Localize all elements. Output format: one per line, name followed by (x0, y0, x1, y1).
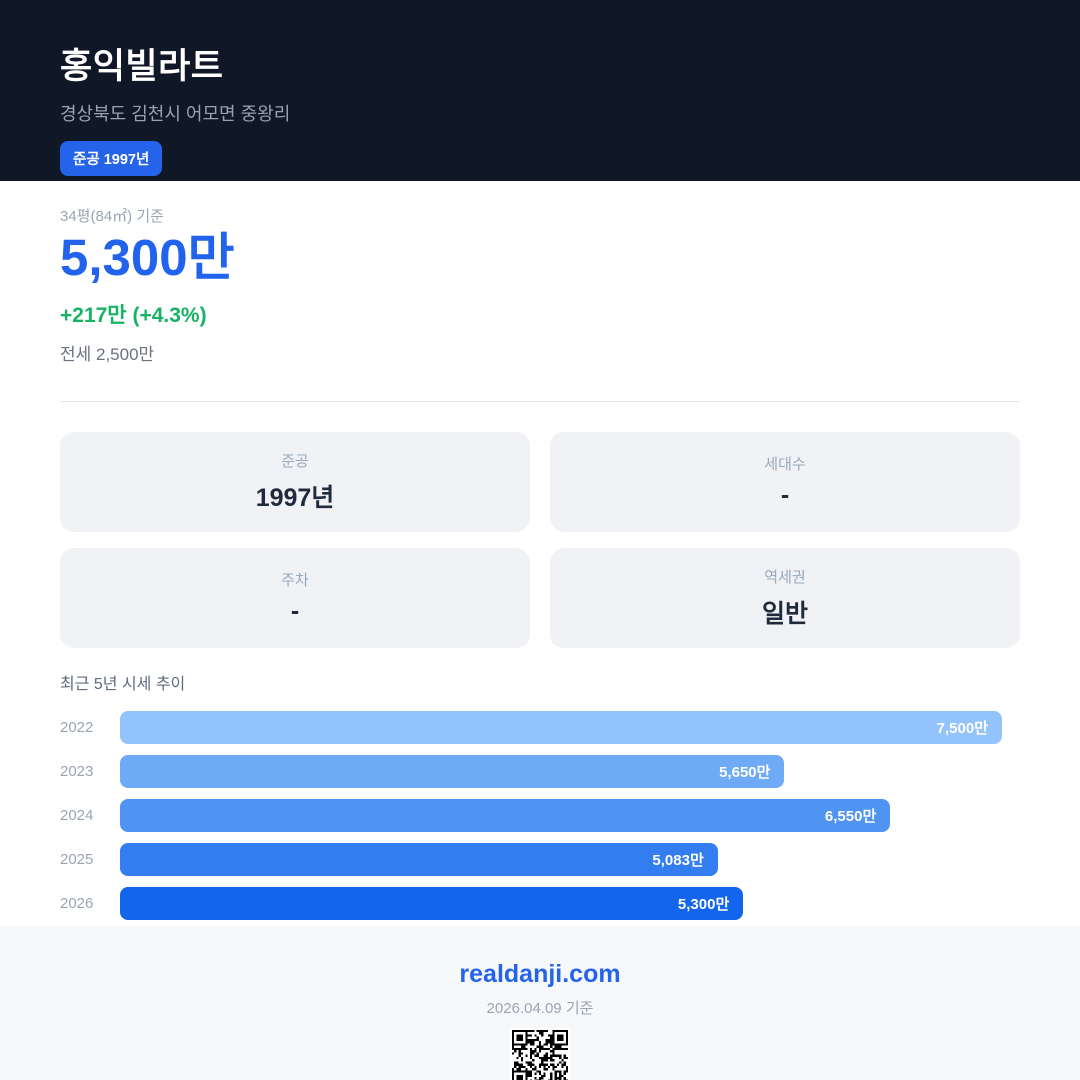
chart-row: 2023 5,650만 (60, 750, 1020, 794)
card-completion: 준공 1997년 (60, 431, 530, 532)
chart-bar: 6,550만 (120, 799, 891, 833)
chart-year-label: 2026 (60, 895, 94, 913)
chart-bar: 5,083만 (120, 843, 718, 877)
chart-year-label: 2024 (60, 807, 94, 825)
price-change: +217만 (+4.3%) (60, 303, 207, 327)
chart-row: 2024 6,550만 (60, 794, 1020, 838)
chart-bar-area: 5,300만 (120, 887, 1020, 921)
complex-header: 홍익빌라트 경상북도 김천시 어모면 중왕리 준공 1997년 (0, 0, 1080, 181)
card-value: - (290, 597, 300, 626)
completion-year-badge: 준공 1997년 (60, 141, 163, 176)
site-name: realdanji.com (459, 959, 621, 988)
section-divider (60, 400, 1020, 402)
chart-row: 2025 5,083만 (60, 838, 1020, 882)
complex-address: 경상북도 김천시 어모면 중왕리 (60, 104, 291, 124)
chart-bar: 7,500만 (120, 711, 1002, 745)
chart-title: 최근 5년 시세 추이 (60, 675, 186, 693)
card-parking: 주차 - (60, 547, 530, 648)
chart-row: 2026 5,300만 (60, 882, 1020, 926)
info-card-grid: 준공 1997년 세대수 - 주차 - 역세권 일반 (60, 431, 1020, 648)
current-price: 5,300만 (60, 229, 235, 286)
chart-bar-area: 6,550만 (120, 799, 1020, 833)
chart-bar: 5,300만 (120, 887, 744, 921)
price-trend-chart: 최근 5년 시세 추이 2022 7,500만 2023 5,650만 2024 6,55… (60, 670, 1020, 926)
main-content: 34평(84㎡) 기준 5,300만 +217만 (+4.3%) 전세 2,50… (0, 181, 1080, 926)
qr-code (510, 1027, 570, 1080)
chart-year-label: 2025 (60, 851, 94, 869)
card-label: 주차 (281, 572, 309, 590)
card-value: 1997년 (255, 483, 335, 512)
card-label: 세대수 (764, 456, 806, 474)
chart-year-label: 2022 (60, 719, 94, 737)
complex-name: 홍익빌라트 (60, 47, 224, 86)
card-value: - (780, 481, 790, 510)
data-date-note: 2026.04.09 기준 (486, 999, 594, 1017)
card-label: 준공 (281, 452, 309, 470)
chart-rows: 2022 7,500만 2023 5,650만 2024 6,550만 2025 5,083만… (60, 706, 1020, 926)
chart-bar: 5,650만 (120, 755, 785, 789)
card-households: 세대수 - (550, 431, 1020, 532)
chart-bar-area: 7,500만 (120, 711, 1020, 745)
price-basis-label: 34평(84㎡) 기준 (60, 208, 164, 225)
footer: realdanji.com 2026.04.09 기준 (0, 925, 1080, 1080)
chart-bar-area: 5,650만 (120, 755, 1020, 789)
chart-year-label: 2023 (60, 763, 94, 781)
card-value: 일반 (761, 599, 808, 628)
jeonse-price: 전세 2,500만 (60, 344, 155, 364)
card-label: 역세권 (764, 568, 806, 586)
chart-bar-area: 5,083만 (120, 843, 1020, 877)
chart-row: 2022 7,500만 (60, 706, 1020, 750)
card-station-area: 역세권 일반 (550, 547, 1020, 648)
